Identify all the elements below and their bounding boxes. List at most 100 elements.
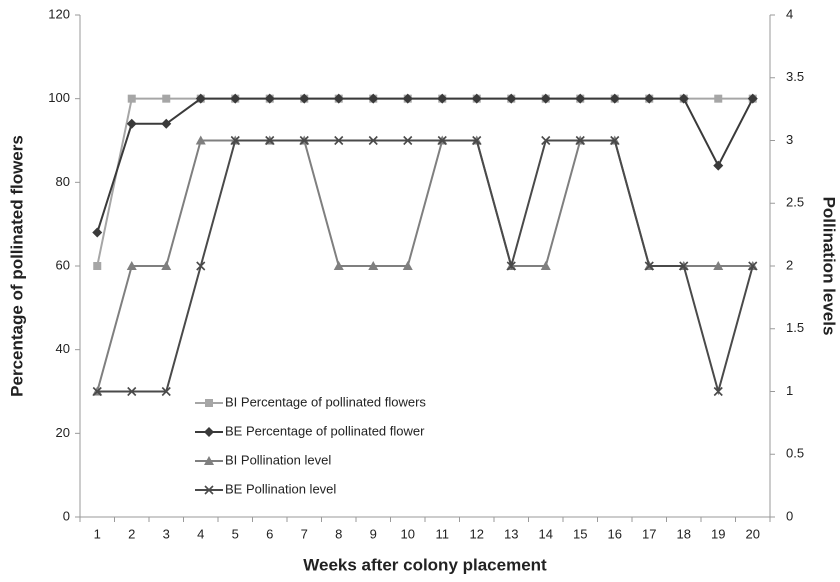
x-tick-label: 18 bbox=[677, 526, 691, 541]
x-tick-label: 7 bbox=[301, 526, 308, 541]
series-line bbox=[97, 139, 754, 396]
legend-marker bbox=[204, 427, 214, 437]
y-tick-label: 40 bbox=[56, 341, 70, 356]
x-tick-label: 17 bbox=[642, 526, 656, 541]
y2-axis-title: Pollination levels bbox=[820, 197, 839, 336]
data-point bbox=[161, 261, 172, 270]
data-point bbox=[265, 135, 275, 146]
data-point bbox=[299, 93, 310, 104]
y2-tick-label: 2 bbox=[786, 257, 793, 272]
data-point bbox=[472, 135, 482, 146]
data-point bbox=[437, 93, 448, 104]
x-tick-label: 19 bbox=[711, 526, 725, 541]
y-tick-label: 60 bbox=[56, 257, 70, 272]
data-point bbox=[127, 386, 137, 397]
data-point bbox=[540, 93, 551, 104]
x-tick-label: 12 bbox=[470, 526, 484, 541]
data-point bbox=[127, 94, 136, 103]
legend-text: BE Percentage of pollinated flower bbox=[225, 423, 425, 438]
y2-tick-label: 2.5 bbox=[786, 195, 804, 210]
data-point bbox=[471, 93, 482, 104]
y2-tick-label: 0 bbox=[786, 508, 793, 523]
data-point bbox=[678, 93, 689, 104]
data-point bbox=[644, 261, 654, 271]
legend-text: BE Pollination level bbox=[225, 481, 336, 496]
x-tick-label: 14 bbox=[539, 526, 553, 541]
data-point bbox=[713, 160, 724, 171]
data-point bbox=[437, 135, 447, 146]
legend-marker bbox=[205, 399, 213, 407]
x-tick-label: 3 bbox=[163, 526, 170, 541]
x-tick-label: 4 bbox=[197, 526, 204, 541]
x-tick-label: 8 bbox=[335, 526, 342, 541]
data-point bbox=[93, 262, 102, 270]
data-point bbox=[162, 94, 171, 103]
data-point bbox=[230, 93, 241, 104]
data-point bbox=[402, 261, 413, 270]
data-point bbox=[713, 386, 723, 397]
y2-tick-label: 0.5 bbox=[786, 446, 804, 461]
y2-tick-label: 4 bbox=[786, 6, 793, 21]
data-point bbox=[368, 135, 378, 146]
data-point bbox=[713, 261, 724, 270]
x-tick-label: 16 bbox=[608, 526, 622, 541]
data-point bbox=[403, 135, 413, 146]
data-point bbox=[264, 93, 275, 104]
data-point bbox=[609, 93, 620, 104]
data-point bbox=[506, 261, 516, 271]
data-point bbox=[541, 135, 551, 146]
data-point bbox=[126, 261, 137, 270]
data-point bbox=[92, 227, 103, 238]
x-tick-label: 6 bbox=[266, 526, 273, 541]
data-point bbox=[679, 261, 689, 271]
data-point bbox=[196, 261, 206, 271]
y2-tick-label: 1.5 bbox=[786, 320, 804, 335]
data-point bbox=[506, 93, 517, 104]
legend-text: BI Pollination level bbox=[225, 452, 331, 467]
data-point bbox=[92, 386, 102, 397]
y2-tick-label: 3.5 bbox=[786, 69, 804, 84]
x-tick-label: 2 bbox=[128, 526, 135, 541]
legend-marker bbox=[204, 485, 214, 495]
data-point bbox=[126, 118, 137, 129]
data-point bbox=[748, 261, 758, 271]
data-point bbox=[299, 135, 309, 146]
data-point bbox=[195, 135, 206, 145]
data-point bbox=[644, 93, 655, 104]
y-tick-label: 100 bbox=[48, 90, 70, 105]
data-point bbox=[161, 386, 171, 397]
x-tick-label: 11 bbox=[436, 526, 450, 541]
x-axis-title: Weeks after colony placement bbox=[303, 555, 547, 574]
data-point bbox=[575, 135, 585, 146]
data-point bbox=[333, 93, 344, 104]
data-point bbox=[333, 261, 344, 270]
y-axis-title: Percentage of pollinated flowers bbox=[7, 135, 26, 397]
x-tick-label: 15 bbox=[573, 526, 587, 541]
y-tick-label: 80 bbox=[56, 174, 70, 189]
x-tick-label: 9 bbox=[370, 526, 377, 541]
series-line bbox=[96, 97, 753, 267]
data-point bbox=[161, 118, 172, 129]
data-point bbox=[575, 93, 586, 104]
data-point bbox=[230, 135, 240, 146]
series-line bbox=[96, 97, 754, 233]
x-tick-label: 13 bbox=[504, 526, 518, 541]
x-tick-label: 20 bbox=[746, 526, 760, 541]
y2-tick-label: 1 bbox=[786, 383, 793, 398]
x-tick-label: 10 bbox=[401, 526, 415, 541]
data-point bbox=[195, 93, 206, 104]
data-point bbox=[610, 135, 620, 146]
data-point bbox=[402, 93, 413, 104]
x-tick-label: 5 bbox=[232, 526, 239, 541]
data-point bbox=[334, 135, 344, 146]
data-point bbox=[714, 94, 723, 103]
data-point bbox=[747, 93, 758, 104]
y-tick-label: 20 bbox=[56, 425, 70, 440]
data-point bbox=[540, 261, 551, 270]
legend-marker bbox=[204, 456, 214, 465]
legend-text: BI Percentage of pollinated flowers bbox=[225, 394, 426, 409]
y-tick-label: 120 bbox=[48, 6, 70, 21]
x-tick-label: 1 bbox=[94, 526, 101, 541]
y2-tick-label: 3 bbox=[786, 132, 793, 147]
